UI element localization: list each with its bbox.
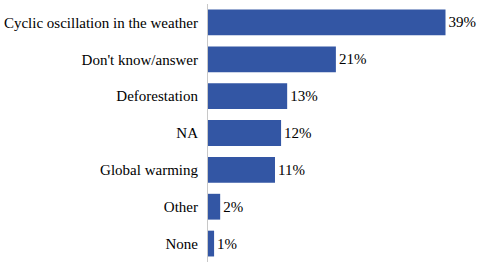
svg-text:Cyclic oscillation in the weat: Cyclic oscillation in the weather — [4, 15, 198, 31]
svg-text:Other: Other — [164, 199, 198, 215]
svg-text:Deforestation: Deforestation — [116, 88, 198, 104]
svg-text:13%: 13% — [290, 88, 318, 104]
svg-text:11%: 11% — [278, 162, 305, 178]
svg-text:None: None — [166, 236, 199, 252]
svg-text:Don't know/answer: Don't know/answer — [82, 52, 198, 68]
svg-text:21%: 21% — [339, 51, 367, 67]
svg-text:39%: 39% — [449, 14, 477, 30]
svg-text:Global warming: Global warming — [100, 162, 198, 178]
svg-text:NA: NA — [176, 125, 198, 141]
svg-text:1%: 1% — [217, 236, 237, 252]
svg-text:2%: 2% — [223, 199, 243, 215]
svg-text:12%: 12% — [284, 125, 312, 141]
